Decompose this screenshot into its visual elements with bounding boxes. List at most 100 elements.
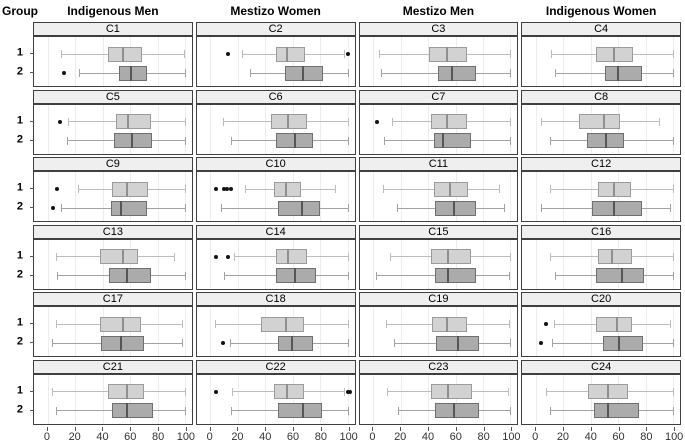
x-tick-label: 0 — [206, 431, 213, 443]
panel-strip-label: C13 — [33, 224, 193, 239]
whisker-cap-low — [545, 387, 547, 396]
column-title-3: Mestizo Men — [402, 4, 475, 18]
x-tick-mark — [618, 427, 620, 431]
whisker-cap-high — [184, 69, 186, 77]
y-tick-mark — [30, 207, 34, 208]
whisker-cap-high — [510, 136, 512, 145]
panel-strip-label: C3 — [358, 22, 519, 36]
panel-strip-label: C10 — [195, 157, 356, 171]
whisker-cap-low — [381, 69, 383, 77]
gridline-x40 — [265, 239, 267, 289]
gridline-x60 — [455, 172, 457, 221]
group-tick-label: 2 — [16, 200, 23, 213]
gridline-x80 — [645, 104, 647, 154]
outlier-point — [213, 254, 218, 259]
panel-plot-area — [521, 373, 681, 425]
panel-plot-area — [195, 306, 356, 357]
whisker-cap-low — [385, 320, 387, 328]
whisker-cap-low — [66, 136, 68, 145]
box-iqr — [596, 46, 634, 62]
median-line — [287, 114, 290, 129]
gridline-x60 — [292, 307, 294, 356]
whisker-cap-low — [61, 50, 63, 58]
y-tick-mark — [30, 120, 34, 122]
panel-c3: C3 — [358, 22, 519, 87]
gridline-x40 — [590, 104, 592, 154]
gridline-x0 — [373, 374, 375, 424]
box-iqr — [261, 316, 304, 332]
gridline-x60 — [292, 374, 294, 424]
median-line — [612, 181, 615, 197]
x-tick-mark — [674, 427, 676, 431]
x-tick-mark — [74, 427, 76, 431]
gridline-x100 — [347, 239, 349, 289]
box-iqr — [434, 200, 477, 216]
x-tick-mark — [646, 427, 648, 431]
group-tick-label: 1 — [16, 114, 23, 126]
gridline-x40 — [265, 374, 267, 424]
median-line — [451, 65, 454, 81]
panel-strip-label: C16 — [521, 224, 681, 239]
gridline-x60 — [455, 37, 457, 86]
whisker-cap-low — [224, 271, 226, 280]
gridline-x0 — [210, 307, 212, 356]
whisker-cap-low — [378, 50, 380, 58]
gridline-x20 — [563, 104, 565, 154]
x-tick-label: 100 — [339, 431, 358, 443]
box-iqr — [433, 133, 471, 148]
panel-strip-label: C23 — [358, 359, 519, 374]
gridline-x100 — [184, 172, 186, 221]
panel-strip-label: C6 — [195, 89, 356, 104]
panel-plot-area — [195, 171, 356, 222]
gridline-x20 — [75, 374, 77, 424]
gridline-x20 — [237, 239, 239, 289]
gridline-x20 — [75, 239, 77, 289]
gridline-x0 — [210, 374, 212, 424]
group-tick-label: 2 — [16, 268, 23, 280]
box-iqr — [604, 65, 642, 81]
whisker-cap-low — [214, 320, 216, 328]
axis-gutter — [0, 427, 30, 447]
whisker-cap-low — [222, 117, 224, 126]
panel-c12: C12 — [521, 157, 681, 222]
gridline-x40 — [102, 172, 104, 221]
gridline-x80 — [157, 104, 159, 154]
x-axis-column-3: 0 20 40 60 80 100 — [359, 427, 521, 447]
group-tick-label: 2 — [16, 403, 23, 415]
box-iqr — [101, 335, 144, 351]
panel-plot-area — [30, 306, 193, 357]
whisker-cap-high — [510, 50, 512, 58]
group-axis-title: Group — [2, 4, 38, 18]
y-tick-mark — [30, 53, 34, 54]
gridline-x40 — [102, 104, 104, 154]
x-tick-mark — [483, 427, 485, 431]
x-tick-mark — [46, 427, 48, 431]
box-iqr — [434, 268, 477, 283]
median-line — [445, 46, 448, 62]
whisker-cap-high — [184, 185, 186, 193]
gridline-x20 — [237, 104, 239, 154]
gridline-x0 — [535, 239, 537, 289]
whisker-cap-high — [347, 204, 349, 212]
panel-plot-area — [521, 171, 681, 222]
group-tick-label: 1 — [16, 316, 23, 329]
whisker-cap-low — [551, 50, 553, 58]
median-line — [456, 335, 459, 351]
gridline-x80 — [483, 307, 485, 356]
box-iqr — [596, 268, 645, 283]
gridline-x40 — [102, 307, 104, 356]
gridline-x40 — [590, 172, 592, 221]
group-tick-label: 2 — [16, 65, 23, 78]
panel-c13: C13 — [30, 224, 193, 290]
whisker-cap-high — [347, 117, 349, 126]
gridline-x40 — [265, 307, 267, 356]
gridline-x40 — [428, 37, 430, 86]
median-line — [121, 46, 124, 62]
gridline-x60 — [455, 374, 457, 424]
outlier-point — [213, 187, 218, 191]
gridline-x80 — [157, 374, 159, 424]
median-line — [607, 403, 610, 418]
x-tick-mark — [427, 427, 429, 431]
gridline-x60 — [618, 239, 620, 289]
